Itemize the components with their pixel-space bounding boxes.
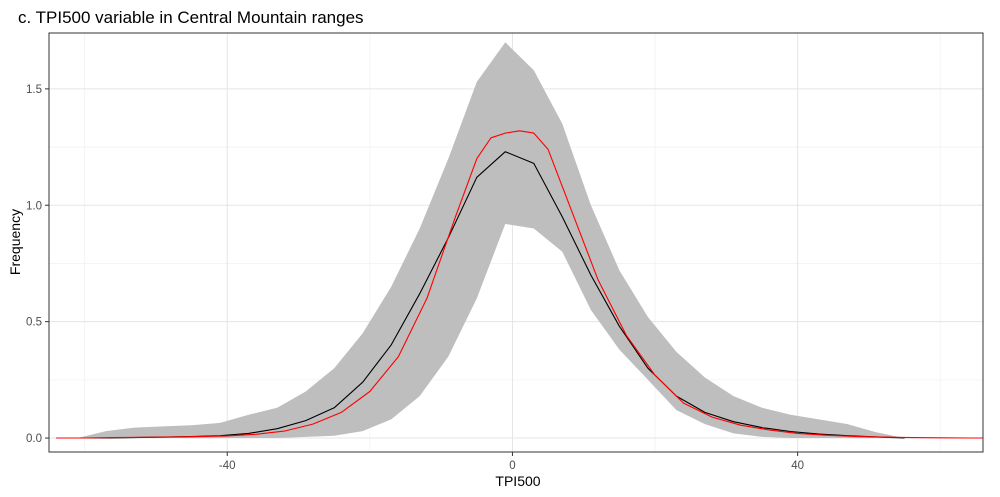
plot-panel [48, 32, 984, 453]
x-tick-label: 0 [509, 460, 515, 472]
y-axis-title: Frequency [7, 209, 23, 275]
x-axis-title: TPI500 [495, 473, 540, 489]
x-tick-label: 40 [791, 460, 804, 472]
y-tick-label: 1.5 [26, 84, 42, 96]
y-tick-label: 0.0 [26, 433, 42, 445]
chart-title: c. TPI500 variable in Central Mountain r… [18, 8, 364, 27]
band-area [77, 42, 905, 439]
series-lines [56, 130, 983, 439]
y-axis: 0.0 0.5 1.0 1.5 [26, 84, 49, 445]
red-series-line [56, 130, 983, 439]
y-tick-label: 0.5 [26, 317, 42, 329]
confidence-band [77, 42, 905, 439]
y-tick-label: 1.0 [26, 200, 42, 212]
panel-border [48, 32, 984, 453]
x-axis: -40 0 40 [219, 452, 804, 472]
x-tick-label: -40 [219, 460, 236, 472]
